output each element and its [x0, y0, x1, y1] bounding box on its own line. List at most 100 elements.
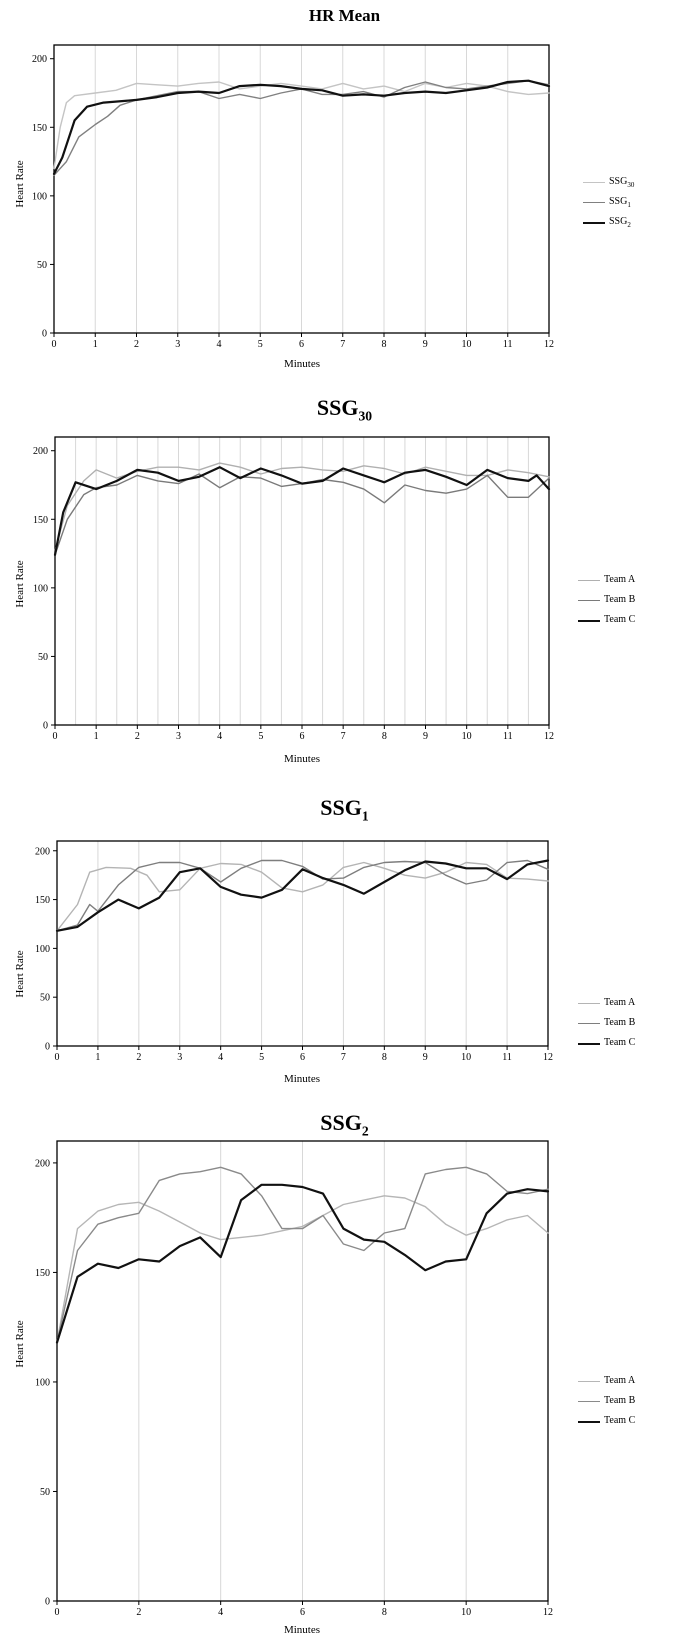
- x-tick-label: 0: [53, 731, 58, 742]
- y-tick-label: 100: [32, 191, 47, 202]
- x-tick-label: 2: [134, 339, 139, 350]
- legend-label-subscript: 1: [627, 201, 631, 209]
- y-tick-label: 150: [35, 1268, 50, 1279]
- series-line-2: [56, 1166, 549, 1344]
- x-tick-label: 9: [423, 1052, 428, 1063]
- legend-swatch: [578, 1023, 600, 1024]
- legend-swatch: [583, 182, 605, 183]
- x-tick-label: 7: [341, 1052, 346, 1063]
- legend-label: Team C: [604, 614, 635, 625]
- x-tick-label: 2: [135, 731, 140, 742]
- y-tick-label: 100: [35, 944, 50, 955]
- chart-title-text: SSG: [320, 1110, 362, 1135]
- x-axis-label: Minutes: [283, 358, 321, 370]
- y-tick-label: 200: [32, 54, 47, 65]
- x-tick-label: 6: [300, 731, 305, 742]
- legend-swatch: [578, 580, 600, 581]
- legend-label: Team C: [604, 1037, 635, 1048]
- legend-swatch: [578, 1043, 600, 1045]
- x-tick-label: 5: [258, 731, 263, 742]
- x-tick-label: 4: [217, 731, 222, 742]
- legend-swatch: [578, 600, 600, 601]
- legend-label-text: Team C: [604, 1037, 636, 1048]
- y-tick-label: 150: [35, 895, 50, 906]
- x-axis-label: Minutes: [283, 1624, 321, 1636]
- legend-label: SSG30: [609, 176, 634, 189]
- x-tick-label: 3: [176, 731, 181, 742]
- y-tick-label: 100: [35, 1377, 50, 1388]
- chart-title: SSG30: [0, 395, 689, 424]
- y-tick-label: 0: [43, 721, 48, 732]
- x-tick-label: 11: [503, 731, 513, 742]
- y-tick-label: 200: [35, 846, 50, 857]
- chart-title-text: HR Mean: [308, 6, 381, 25]
- legend-label-text: Team C: [604, 1415, 636, 1426]
- series-line-2: [56, 859, 549, 932]
- legend-label-subscript: 30: [627, 181, 635, 189]
- y-tick-label: 200: [33, 446, 48, 457]
- x-tick-label: 12: [544, 731, 554, 742]
- x-tick-label: 12: [543, 1052, 553, 1063]
- legend-label: Team B: [604, 594, 635, 605]
- y-tick-label: 50: [40, 1487, 50, 1498]
- x-tick-label: 10: [462, 731, 472, 742]
- y-axis-label: Heart Rate: [14, 950, 26, 998]
- x-tick-label: 8: [382, 339, 387, 350]
- x-tick-label: 4: [218, 1607, 223, 1618]
- y-tick-label: 0: [45, 1597, 50, 1608]
- y-tick-label: 50: [37, 260, 47, 271]
- series-line-3: [53, 466, 551, 556]
- x-tick-label: 2: [136, 1607, 141, 1618]
- x-tick-label: 7: [341, 731, 346, 742]
- series-line-3: [55, 859, 550, 932]
- hr-mean-chart: HR Mean 0 50 100 150 200 0 1 2 3 4 5 6 7 8 9 10 11 12 Hea…: [0, 0, 689, 380]
- legend-label-text: SSG: [609, 176, 628, 187]
- chart-title-subscript: 2: [361, 1123, 369, 1139]
- y-tick-label: 50: [40, 993, 50, 1004]
- x-tick-label: 8: [382, 1052, 387, 1063]
- legend-label-text: Team B: [604, 1395, 636, 1406]
- series-line-1: [56, 861, 549, 932]
- chart-title-text: SSG: [320, 795, 362, 820]
- x-tick-label: 4: [218, 1052, 223, 1063]
- ssg2-chart: SSG2 0 50 100 150 200 0 2 4 6 8 10 12 Heart Rate Mi…: [0, 1110, 689, 1639]
- ssg2-plot: 0 50 100 150 200 0 2 4 6 8 10 12: [35, 1140, 553, 1618]
- y-axis-label: Heart Rate: [14, 1320, 26, 1368]
- legend-label: Team A: [604, 574, 635, 585]
- x-tick-label: 0: [55, 1607, 60, 1618]
- chart-title: HR Mean: [0, 6, 689, 28]
- x-tick-label: 9: [423, 731, 428, 742]
- legend-swatch: [578, 1421, 600, 1423]
- legend-swatch: [578, 1381, 600, 1382]
- x-axis-label: Minutes: [283, 1073, 321, 1085]
- x-tick-label: 3: [175, 339, 180, 350]
- x-tick-label: 1: [93, 339, 98, 350]
- legend-label: Team B: [604, 1017, 635, 1028]
- y-tick-label: 150: [33, 515, 48, 526]
- x-tick-label: 11: [502, 1052, 512, 1063]
- x-tick-label: 5: [259, 1052, 264, 1063]
- legend-label: SSG1: [609, 196, 631, 209]
- chart-title: SSG2: [0, 1110, 689, 1139]
- y-tick-label: 150: [32, 123, 47, 134]
- x-tick-label: 6: [300, 1052, 305, 1063]
- legend-swatch: [578, 1401, 600, 1402]
- y-tick-label: 0: [45, 1042, 50, 1053]
- x-tick-label: 5: [258, 339, 263, 350]
- x-tick-label: 3: [177, 1052, 182, 1063]
- series-line-3: [52, 79, 551, 175]
- x-tick-label: 12: [543, 1607, 553, 1618]
- chart-title: SSG1: [0, 795, 689, 824]
- legend-label-text: Team A: [604, 574, 636, 585]
- x-tick-label: 10: [461, 1607, 471, 1618]
- chart-title-subscript: 30: [358, 408, 373, 424]
- chart-title-text: SSG: [316, 395, 359, 420]
- series-line-3: [55, 1183, 550, 1344]
- legend-label-text: Team B: [604, 1017, 636, 1028]
- series-line-1: [56, 1195, 549, 1344]
- x-tick-label: 12: [544, 339, 554, 350]
- x-tick-label: 2: [136, 1052, 141, 1063]
- x-tick-label: 0: [55, 1052, 60, 1063]
